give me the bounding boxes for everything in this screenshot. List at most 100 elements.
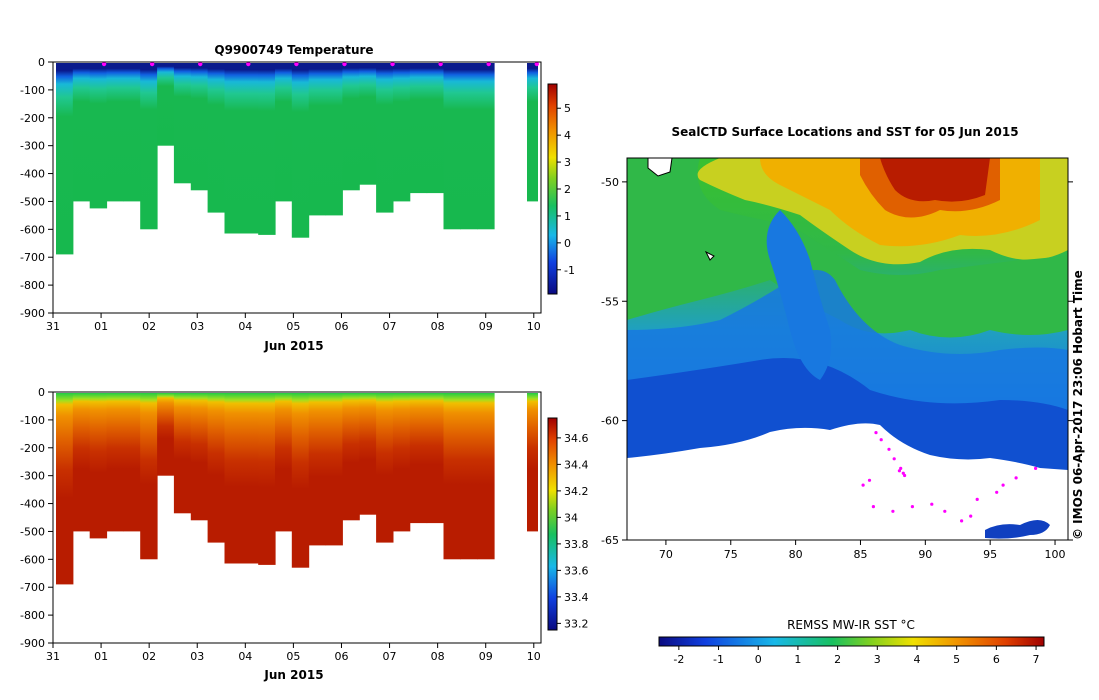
colorbar-tick-label: 4 — [913, 653, 920, 666]
profile-column — [123, 393, 141, 532]
salinity-colorbar-ticks: 34.6 34.4 34.2 34 33.8 33.6 33.4 33.2 — [557, 432, 589, 630]
y-tick-label: -100 — [20, 414, 45, 427]
profile-column — [409, 63, 428, 194]
colorbar-tick-label: 1 — [794, 653, 801, 666]
colorbar-tick-label: -1 — [564, 264, 575, 277]
profile-column — [477, 393, 495, 560]
x-tick-label: 31 — [46, 650, 60, 663]
colorbar-tick-label: 33.4 — [564, 591, 589, 604]
y-tick-label: -400 — [20, 168, 45, 181]
x-tick-label: 05 — [286, 320, 300, 333]
track-point — [879, 438, 883, 442]
profile-column — [258, 393, 276, 565]
profile-column — [224, 393, 242, 564]
x-tick-label: 01 — [94, 650, 108, 663]
profile-marker — [390, 61, 395, 67]
y-tick-label: -50 — [601, 176, 619, 189]
colorbar-tick-label: 34.4 — [564, 458, 589, 471]
track-point — [960, 519, 964, 523]
y-tick-label: -200 — [20, 112, 45, 125]
track-point — [975, 497, 979, 501]
x-tick-label: 90 — [918, 548, 932, 561]
y-tick-label: -800 — [20, 279, 45, 292]
colorbar-tick-label: 34.2 — [564, 485, 589, 498]
profile-column — [409, 393, 428, 524]
profile-column — [173, 63, 192, 184]
track-point — [867, 478, 872, 482]
sst-y-axis: -50 -55 -60 -65 — [601, 176, 1073, 547]
profile-column — [477, 63, 495, 230]
track-point — [899, 466, 903, 470]
colorbar-tick-label: 34 — [564, 511, 578, 524]
profile-column — [291, 393, 310, 568]
x-tick-label: 08 — [431, 650, 445, 663]
sst-colorbar-ticks: -2 -1 0 1 2 3 4 5 6 7 — [673, 646, 1040, 666]
track-point — [910, 505, 915, 509]
profile-column — [527, 63, 538, 202]
temperature-x-label: Jun 2015 — [263, 339, 323, 353]
track-point — [871, 505, 876, 509]
x-tick-label: 07 — [383, 650, 397, 663]
x-tick-label: 01 — [94, 320, 108, 333]
profile-column — [426, 63, 444, 194]
colorbar-tick-label: 0 — [755, 653, 762, 666]
sst-x-axis: 70 75 80 85 90 95 100 — [659, 540, 1066, 561]
profile-column — [89, 63, 108, 209]
x-tick-label: 75 — [724, 548, 738, 561]
profile-column — [426, 393, 444, 524]
profile-column — [443, 63, 461, 230]
colorbar-tick-label: -1 — [713, 653, 724, 666]
x-tick-label: 02 — [142, 320, 156, 333]
x-tick-label: 04 — [238, 320, 252, 333]
profile-marker — [149, 61, 155, 67]
profile-column — [173, 393, 192, 514]
salinity-plot-frame — [52, 391, 542, 644]
salinity-x-label: Jun 2015 — [263, 668, 323, 682]
temperature-panel: Q9900749 Temperature 0 -100 -200 -300 -400 -5… — [20, 43, 575, 353]
colorbar-tick-label: 5 — [953, 653, 960, 666]
ice-edge-patch — [985, 520, 1050, 539]
x-tick-label: 10 — [527, 650, 541, 663]
profile-column — [376, 63, 394, 213]
colorbar-tick-label: 3 — [564, 156, 571, 169]
profile-column — [359, 63, 377, 185]
profile-column — [89, 393, 108, 539]
y-tick-label: -100 — [20, 84, 45, 97]
y-tick-label: -600 — [20, 223, 45, 236]
profile-marker — [101, 61, 107, 67]
profile-column — [527, 393, 538, 532]
profile-column — [325, 393, 343, 546]
salinity-y-axis: 0 -100 -200 -300 -400 -500 -600 -700 -800 -900 — [20, 386, 53, 650]
profile-column — [443, 393, 461, 560]
profile-marker — [486, 61, 491, 67]
track-point — [1014, 476, 1018, 480]
x-tick-label: 09 — [479, 320, 493, 333]
profile-column — [275, 63, 293, 202]
track-point — [861, 483, 865, 487]
sst-warm-region — [697, 158, 1068, 265]
profile-column — [359, 393, 377, 515]
profile-marker — [294, 61, 299, 67]
x-tick-label: 70 — [659, 548, 673, 561]
colorbar-tick-label: 3 — [874, 653, 881, 666]
y-tick-label: -900 — [20, 307, 45, 320]
colorbar-tick-label: -2 — [673, 653, 684, 666]
y-tick-label: -200 — [20, 442, 45, 455]
profile-column — [291, 63, 310, 238]
track-point — [969, 514, 973, 518]
profile-column — [224, 63, 242, 234]
profile-column — [72, 63, 91, 202]
profile-column — [342, 63, 360, 191]
temperature-colorbar — [547, 83, 558, 295]
x-tick-label: 06 — [334, 650, 348, 663]
track-point — [892, 457, 896, 461]
sst-map-frame — [626, 157, 1069, 541]
x-tick-label: 04 — [238, 650, 252, 663]
colorbar-tick-label: 33.6 — [564, 564, 589, 577]
heard-island — [704, 250, 715, 261]
profile-column — [123, 63, 141, 202]
profile-column — [207, 393, 225, 543]
profile-column — [376, 393, 394, 543]
profile-column — [308, 63, 327, 216]
